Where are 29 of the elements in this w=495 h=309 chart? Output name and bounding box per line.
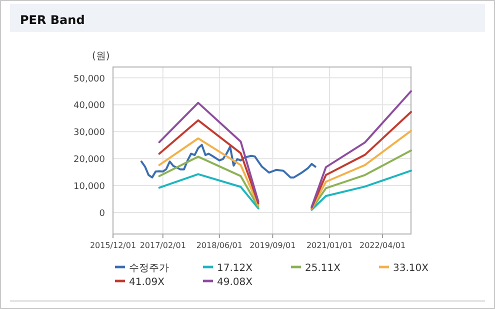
y-tick-label: 10,000 xyxy=(74,182,106,192)
x-tick-label: 2018/06/01 xyxy=(196,241,242,250)
y-tick-label: 50,000 xyxy=(74,74,106,84)
legend-label: 49.08X xyxy=(217,277,253,288)
chart-title: PER Band xyxy=(20,13,85,27)
line-series xyxy=(158,173,260,210)
line-series xyxy=(310,130,412,210)
legend-label: 41.09X xyxy=(129,277,165,288)
line-series xyxy=(310,110,412,209)
line-series xyxy=(158,119,260,204)
x-tick-label: 2017/02/01 xyxy=(140,241,186,250)
legend-label: 25.11X xyxy=(305,263,341,274)
legend-label: 수정주가 xyxy=(129,263,169,274)
y-tick-label: 40,000 xyxy=(74,101,106,112)
y-tick-label: 0 xyxy=(99,208,106,219)
x-tick-label: 2021/01/01 xyxy=(306,241,353,250)
legend-label: 33.10X xyxy=(393,263,429,274)
legend-label: 17.12X xyxy=(217,263,253,274)
y-tick-label: 30,000 xyxy=(74,128,106,138)
line-series xyxy=(310,150,412,210)
line-series xyxy=(310,170,412,211)
line-series xyxy=(158,102,260,203)
y-tick-label: 20,000 xyxy=(74,155,106,166)
line-series xyxy=(310,90,412,208)
x-tick-label: 2022/04/01 xyxy=(360,241,406,250)
y-axis-title: (원) xyxy=(92,51,110,62)
line-series xyxy=(140,144,316,178)
x-tick-label: 2019/09/01 xyxy=(250,241,296,250)
x-tick-label: 2015/12/01 xyxy=(90,241,136,250)
